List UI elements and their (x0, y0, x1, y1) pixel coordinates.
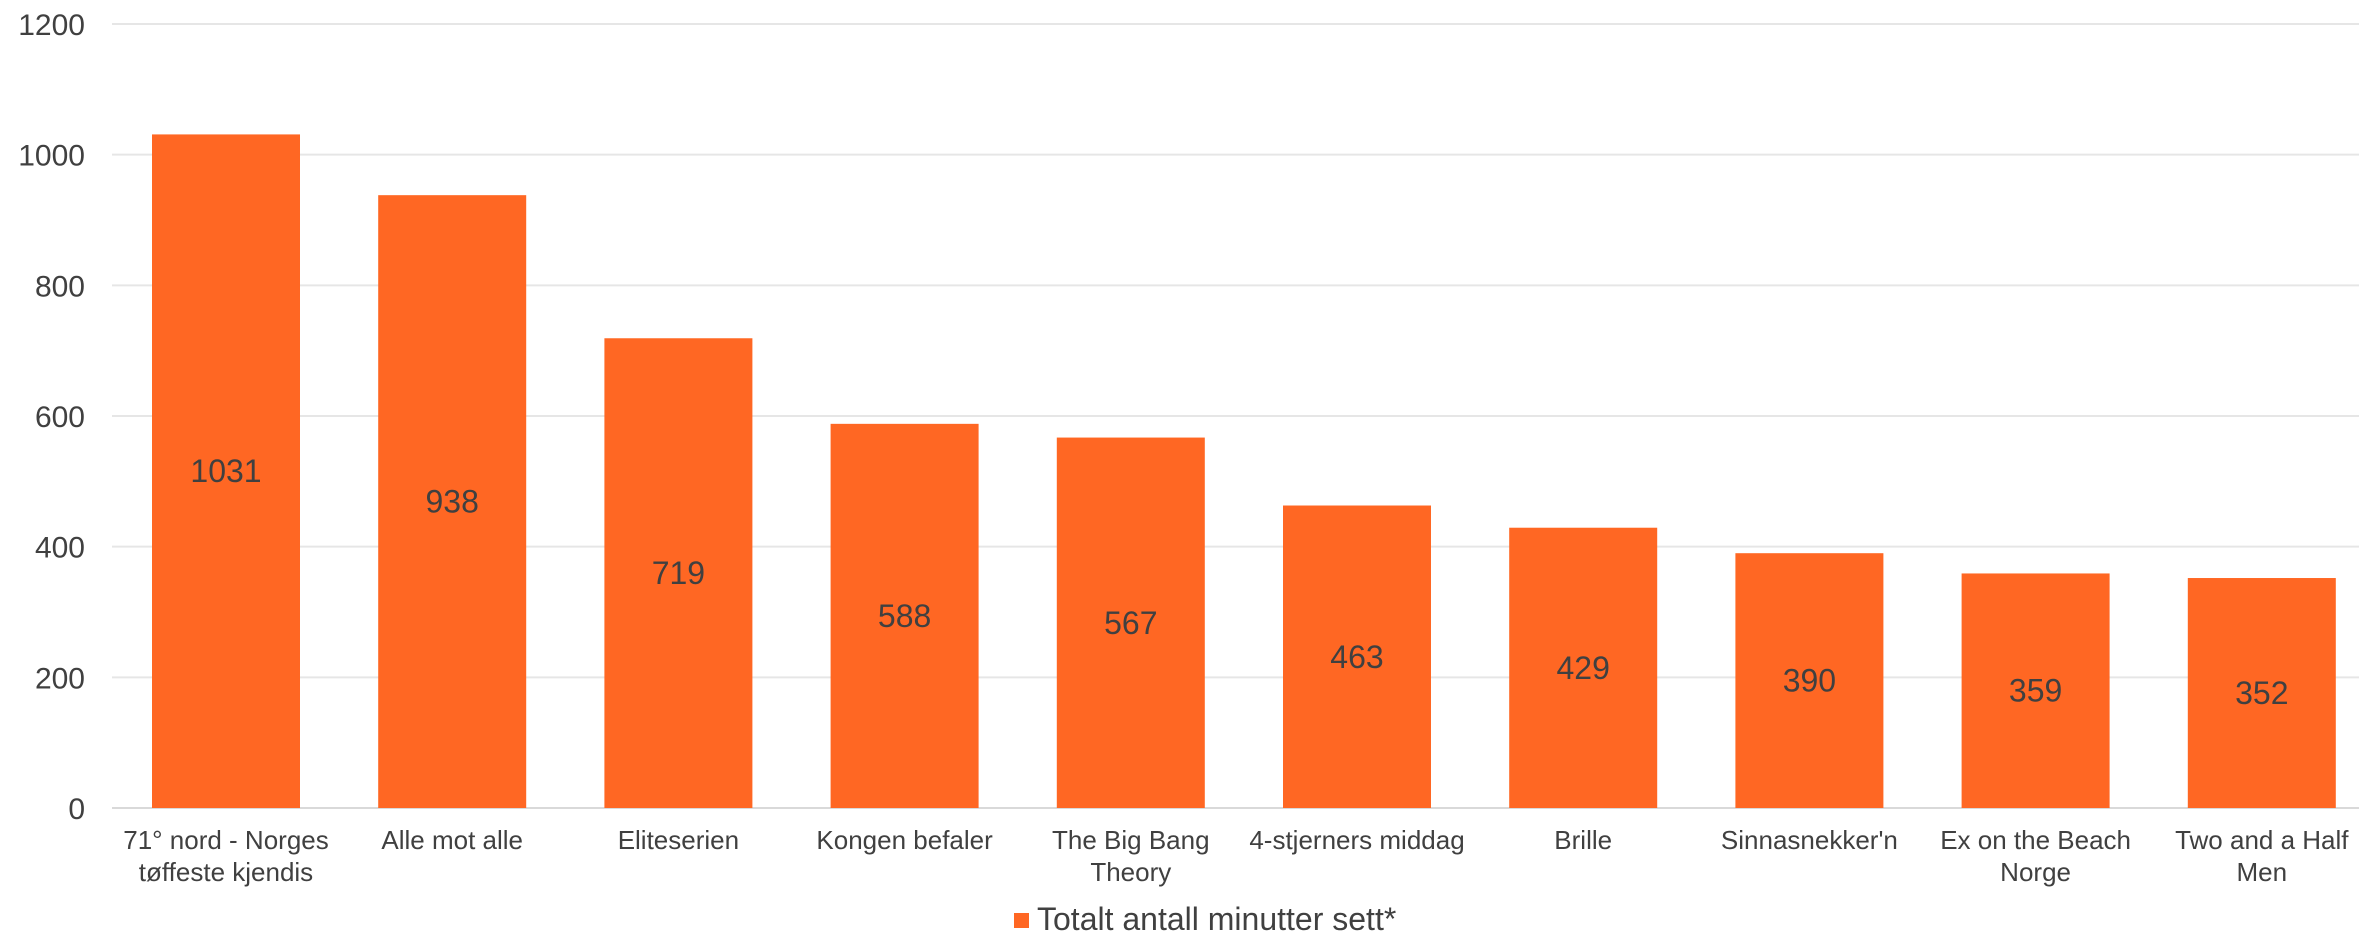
x-tick-label: Ex on the Beach (1940, 825, 2131, 855)
bar (152, 134, 300, 808)
y-tick-label: 0 (68, 793, 85, 826)
legend: Totalt antall minutter sett* (1014, 901, 1396, 937)
legend-swatch (1014, 913, 1029, 928)
data-label: 390 (1783, 663, 1836, 699)
bar (378, 195, 527, 808)
bar (1961, 573, 2110, 808)
y-tick-label: 200 (35, 662, 85, 695)
bar (1056, 437, 1205, 808)
bar (1283, 505, 1431, 808)
x-tick-label: Alle mot alle (381, 825, 523, 855)
data-label: 567 (1104, 605, 1157, 641)
y-tick-label: 1000 (18, 140, 85, 173)
data-label: 588 (878, 598, 931, 634)
bars: 1031 938 719 588 567 463 429 390 359 352 (152, 134, 2336, 808)
x-tick-label: The Big Bang (1052, 825, 1210, 855)
x-tick-label: Eliteserien (618, 825, 739, 855)
data-label: 463 (1330, 639, 1383, 675)
x-tick-label: Norge (2000, 857, 2071, 887)
data-label: 938 (426, 484, 479, 520)
x-tick-label: Two and a Half (2175, 825, 2349, 855)
data-label: 429 (1557, 650, 1610, 686)
y-tick-label: 800 (35, 270, 85, 303)
bar (1509, 527, 1658, 808)
data-label: 352 (2235, 675, 2288, 711)
x-tick-label: 4-stjerners middag (1249, 825, 1464, 855)
x-tick-label: tøffeste kjendis (139, 857, 313, 887)
x-tick-label: 71° nord - Norges (123, 825, 329, 855)
legend-label: Totalt antall minutter sett* (1037, 901, 1396, 937)
bar (2187, 578, 2336, 808)
y-tick-label: 1200 (18, 9, 85, 42)
x-tick-label: Men (2237, 857, 2288, 887)
data-label: 1031 (190, 453, 261, 489)
data-label: 359 (2009, 673, 2062, 709)
y-tick-label: 400 (35, 532, 85, 565)
x-tick-label: Theory (1090, 857, 1171, 887)
x-tick-label: Kongen befaler (816, 825, 993, 855)
bar (1735, 553, 1884, 808)
x-tick-label: Sinnasnekker'n (1721, 825, 1898, 855)
data-label: 719 (652, 555, 705, 591)
bar (604, 338, 753, 808)
x-tick-label: Brille (1554, 825, 1612, 855)
bar (830, 423, 979, 808)
y-tick-label: 600 (35, 401, 85, 434)
